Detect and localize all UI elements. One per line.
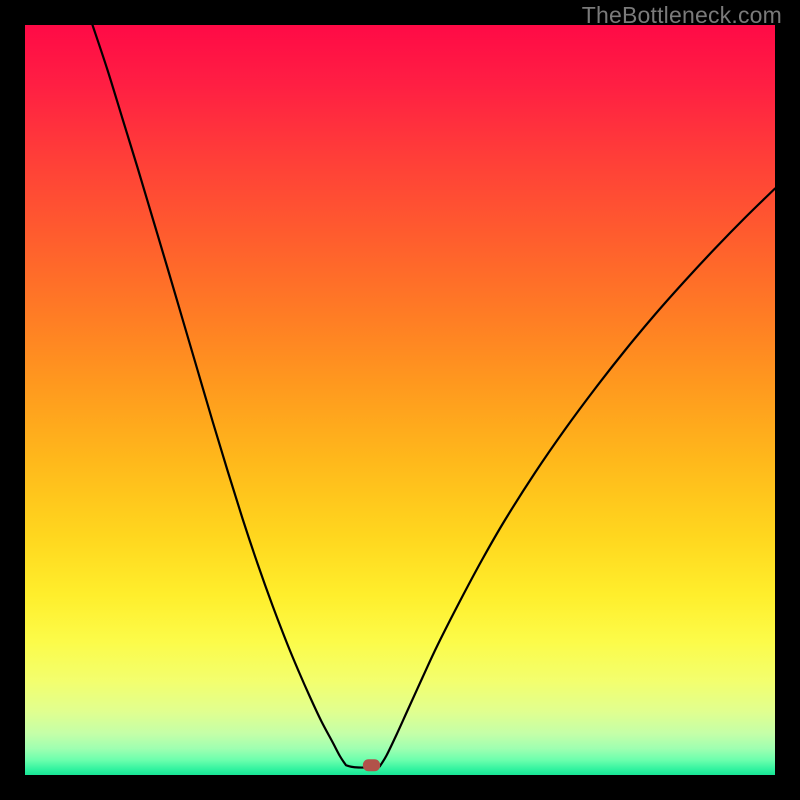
bottleneck-curve-chart bbox=[0, 0, 800, 800]
plot-background bbox=[25, 25, 775, 775]
optimum-marker bbox=[363, 759, 380, 771]
chart-frame: TheBottleneck.com bbox=[0, 0, 800, 800]
watermark-label: TheBottleneck.com bbox=[582, 2, 782, 29]
